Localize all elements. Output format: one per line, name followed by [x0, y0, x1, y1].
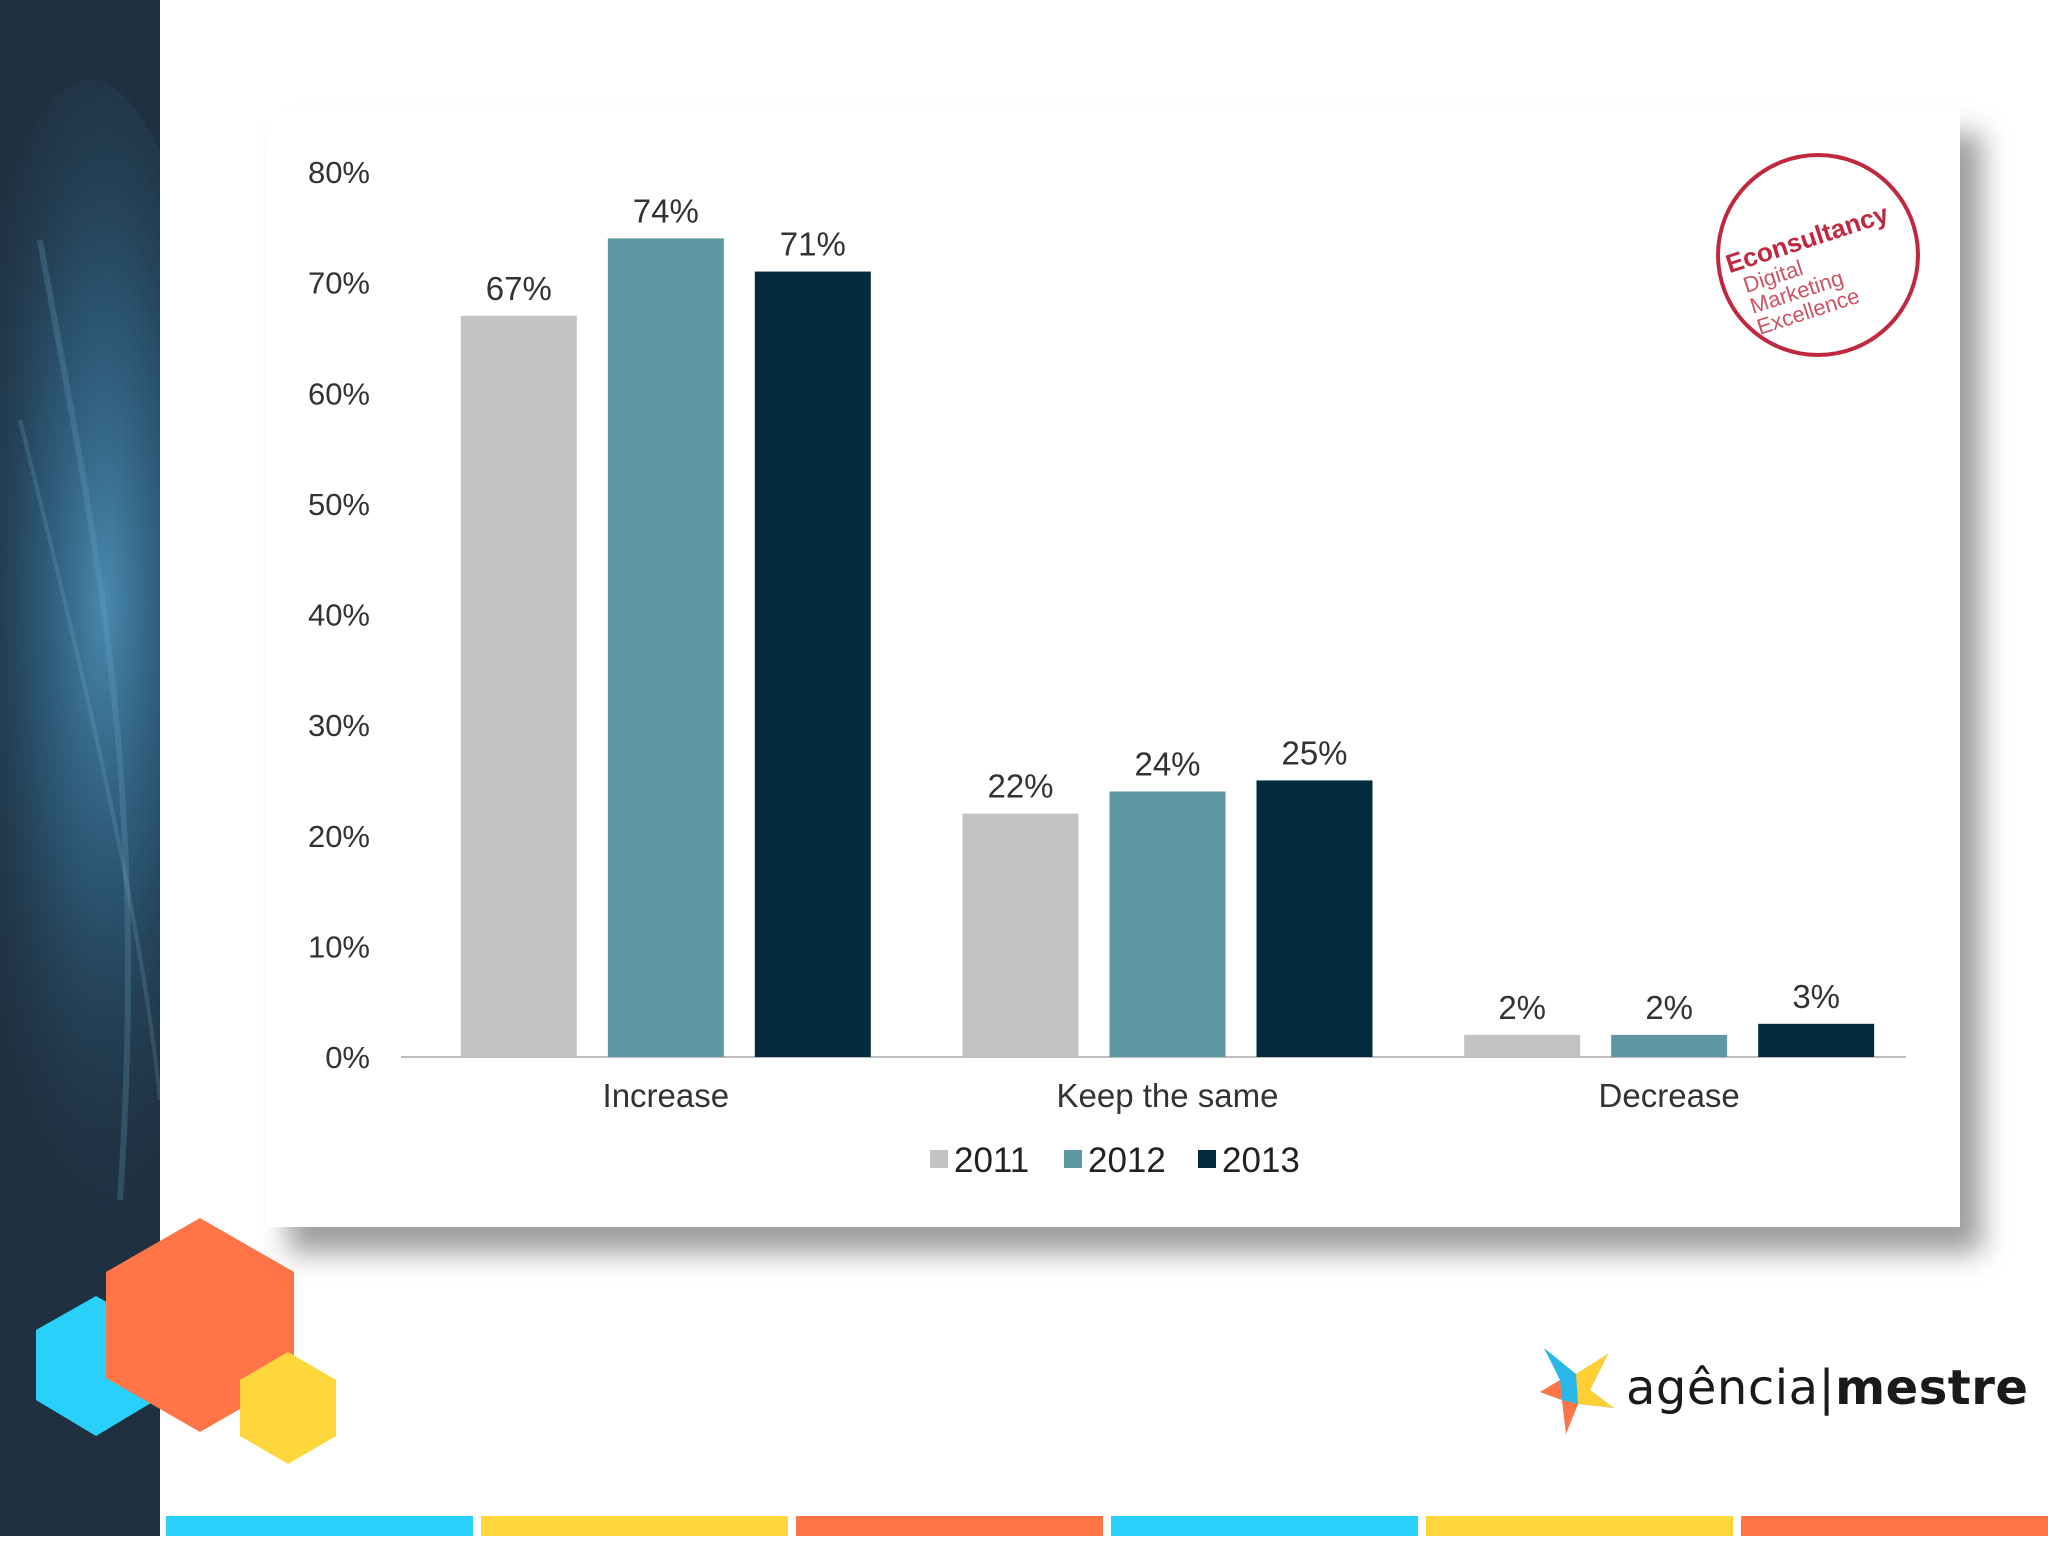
bar-2011-increase	[460, 315, 577, 1057]
data-label: 67%	[486, 270, 552, 307]
decorative-hexagons	[0, 1200, 360, 1500]
bar-2013-decrease	[1758, 1023, 1875, 1057]
data-label: 24%	[1134, 746, 1200, 783]
y-tick-label: 20%	[308, 819, 370, 854]
data-label: 25%	[1281, 734, 1347, 771]
bar-2011-keep-the-same	[962, 813, 1079, 1057]
y-tick-label: 60%	[308, 376, 370, 411]
x-category-label: Decrease	[1599, 1077, 1740, 1114]
logo-star-icon	[1540, 1348, 1614, 1434]
bottom-color-strip	[166, 1516, 2048, 1536]
strip-segment	[1426, 1516, 1733, 1536]
strip-segment	[1111, 1516, 1418, 1536]
y-tick-label: 50%	[308, 487, 370, 522]
y-tick-label: 80%	[308, 155, 370, 190]
chart-card: 0% 10% 20% 30% 40% 50% 60% 70% 80% 67% 74% 71% 22% 2…	[266, 107, 1960, 1227]
y-tick-label: 70%	[308, 266, 370, 301]
strip-segment	[166, 1516, 473, 1536]
y-tick-label: 40%	[308, 598, 370, 633]
bar-2011-decrease	[1464, 1034, 1581, 1057]
x-category-label: Increase	[603, 1077, 730, 1114]
yellow-hexagon	[240, 1352, 336, 1464]
data-label: 3%	[1792, 978, 1840, 1015]
agencia-mestre-logo: agência|mestre	[1536, 1346, 2028, 1436]
legend-label: 2013	[1222, 1141, 1300, 1180]
y-tick-label: 0%	[325, 1040, 370, 1075]
bar-chart: 0% 10% 20% 30% 40% 50% 60% 70% 80% 67% 74% 71% 22% 2…	[308, 155, 1906, 1180]
bar-2012-increase	[607, 238, 724, 1057]
logo-name-part-1: agência	[1626, 1360, 1819, 1416]
legend-label: 2012	[1088, 1141, 1166, 1180]
strip-segment	[796, 1516, 1103, 1536]
data-label: 71%	[780, 226, 846, 263]
bar-2012-keep-the-same	[1109, 791, 1226, 1057]
legend-swatch	[930, 1150, 948, 1168]
logo-name-part-2: mestre	[1835, 1360, 2029, 1416]
strip-segment	[1741, 1516, 2048, 1536]
data-label: 2%	[1645, 989, 1693, 1026]
data-label: 74%	[633, 192, 699, 229]
bar-2013-keep-the-same	[1256, 780, 1373, 1057]
bar-2012-decrease	[1611, 1034, 1728, 1057]
econsultancy-stamp: Econsultancy Digital Marketing Excellenc…	[1712, 149, 1924, 361]
stamp-brand: Econsultancy	[1722, 198, 1893, 279]
y-tick-label: 10%	[308, 929, 370, 964]
data-label: 2%	[1498, 989, 1546, 1026]
logo-separator: |	[1818, 1360, 1836, 1416]
x-category-label: Keep the same	[1057, 1077, 1279, 1114]
logo-wordmark: agência|mestre	[1626, 1360, 2028, 1416]
strip-segment	[481, 1516, 788, 1536]
legend-swatch	[1198, 1150, 1216, 1168]
bar-2013-increase	[754, 271, 871, 1057]
y-tick-label: 30%	[308, 708, 370, 743]
legend-swatch	[1064, 1150, 1082, 1168]
data-label: 22%	[987, 768, 1053, 805]
legend-label: 2011	[954, 1141, 1029, 1180]
